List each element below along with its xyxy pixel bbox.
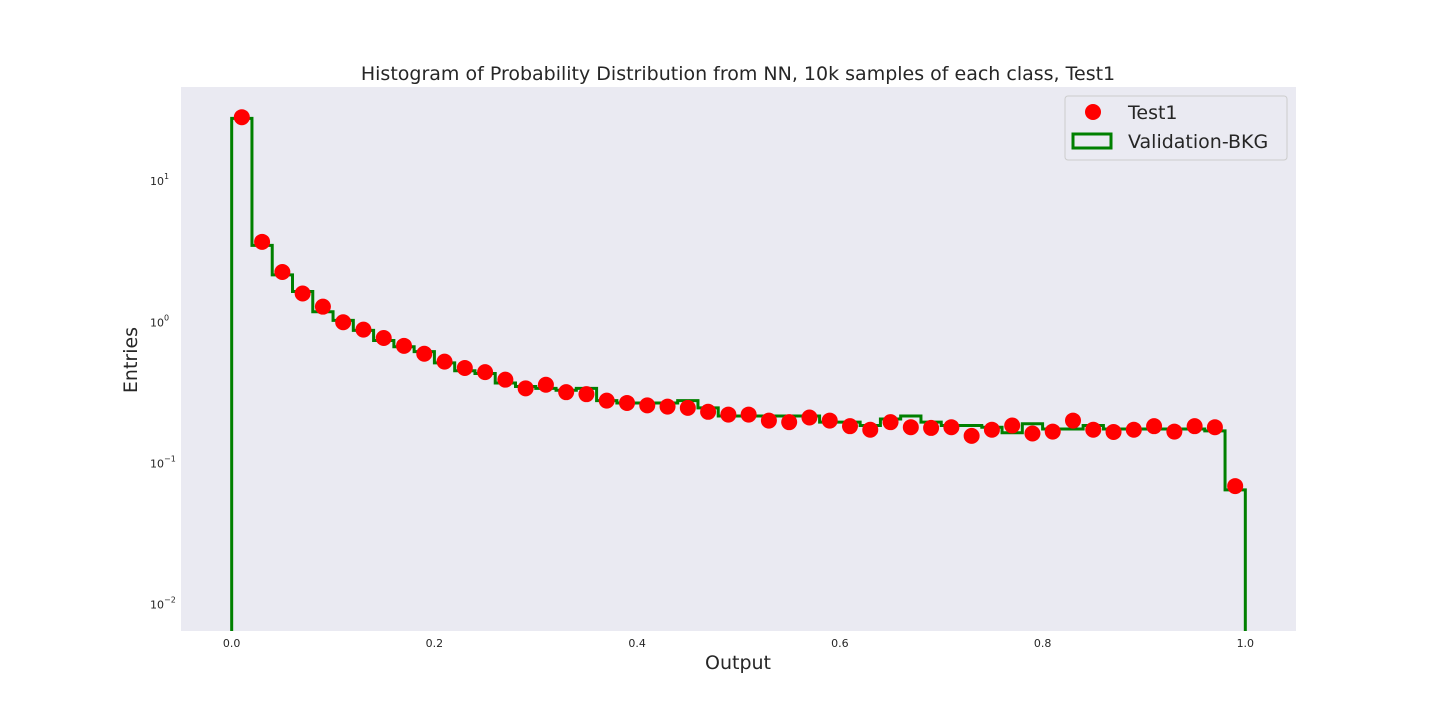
- test1-point: [355, 321, 372, 338]
- y-axis-label: Entries: [120, 327, 142, 393]
- y-tick-base: 10: [150, 316, 164, 329]
- y-tick-label: 10−2: [150, 596, 176, 612]
- test1-point: [497, 371, 514, 388]
- x-tick-label: 0.8: [1034, 637, 1052, 650]
- test1-point: [274, 264, 291, 281]
- test1-point: [558, 384, 575, 401]
- y-tick-exponent: −2: [164, 596, 176, 605]
- legend-marker-test1: [1085, 104, 1101, 120]
- legend-label-test1: Test1: [1127, 102, 1178, 124]
- test1-point: [1166, 423, 1183, 440]
- test1-point: [517, 380, 534, 397]
- test1-point: [537, 376, 554, 393]
- test1-point: [1044, 423, 1061, 440]
- test1-point: [821, 412, 838, 429]
- x-tick-label: 0.0: [223, 637, 241, 650]
- test1-point: [1146, 418, 1163, 435]
- test1-point: [416, 345, 433, 362]
- y-tick-base: 10: [150, 175, 164, 188]
- test1-point: [862, 421, 879, 438]
- x-axis-label: Output: [705, 652, 771, 674]
- test1-point: [842, 418, 858, 435]
- x-axis-ticks: 0.0 0.2 0.4 0.6 0.8 1.0: [223, 637, 1254, 650]
- test1-points-series: [233, 109, 1244, 495]
- x-tick-label: 0.4: [628, 637, 646, 650]
- test1-point: [1125, 421, 1142, 438]
- y-tick-base: 10: [150, 599, 164, 612]
- legend-box: [1064, 95, 1288, 161]
- test1-point: [659, 398, 676, 415]
- test1-point: [1186, 418, 1203, 435]
- y-tick-label: 100: [150, 313, 169, 329]
- test1-point: [923, 419, 940, 436]
- test1-point: [781, 414, 798, 431]
- test1-point: [456, 359, 473, 376]
- test1-point: [1105, 423, 1122, 440]
- test1-point: [801, 409, 818, 426]
- test1-point: [1065, 412, 1081, 429]
- legend-label-validation-bkg: Validation-BKG: [1128, 131, 1268, 153]
- test1-point: [943, 419, 960, 436]
- y-tick-exponent: −1: [164, 455, 176, 464]
- test1-point: [619, 394, 635, 411]
- test1-point: [598, 392, 615, 409]
- legend-marker-validation-bkg: [1071, 132, 1113, 150]
- test1-point: [254, 233, 271, 250]
- x-tick-label: 0.2: [426, 637, 444, 650]
- test1-point: [760, 412, 777, 429]
- test1-point: [639, 397, 656, 414]
- y-tick-label: 10−1: [150, 455, 176, 471]
- legend: Test1 Validation-BKG: [1064, 95, 1288, 161]
- test1-point: [1085, 421, 1102, 438]
- test1-point: [396, 337, 412, 354]
- test1-point: [720, 406, 737, 423]
- test1-point: [963, 427, 980, 444]
- test1-point: [1206, 419, 1223, 436]
- test1-point: [375, 329, 392, 346]
- test1-point: [335, 314, 352, 331]
- test1-point: [983, 421, 1000, 438]
- test1-point: [314, 298, 331, 315]
- test1-point: [700, 403, 717, 420]
- test1-point: [1024, 425, 1041, 442]
- y-tick-base: 10: [150, 458, 164, 471]
- plot-background: [181, 87, 1296, 631]
- test1-point: [294, 285, 311, 302]
- test1-point: [578, 386, 595, 403]
- chart-title: Histogram of Probability Distribution fr…: [361, 63, 1115, 85]
- test1-point: [1227, 478, 1244, 495]
- y-tick-exponent: 1: [164, 172, 169, 181]
- test1-point: [679, 399, 696, 416]
- test1-point: [436, 353, 453, 370]
- y-tick-label: 101: [150, 172, 169, 188]
- test1-point: [740, 406, 757, 423]
- x-tick-label: 0.6: [831, 637, 849, 650]
- test1-point: [882, 414, 899, 431]
- y-tick-exponent: 0: [164, 313, 169, 322]
- test1-point: [1004, 417, 1021, 434]
- test1-point: [233, 109, 250, 126]
- x-tick-label: 1.0: [1237, 637, 1255, 650]
- test1-point: [902, 419, 919, 436]
- test1-point: [477, 364, 494, 381]
